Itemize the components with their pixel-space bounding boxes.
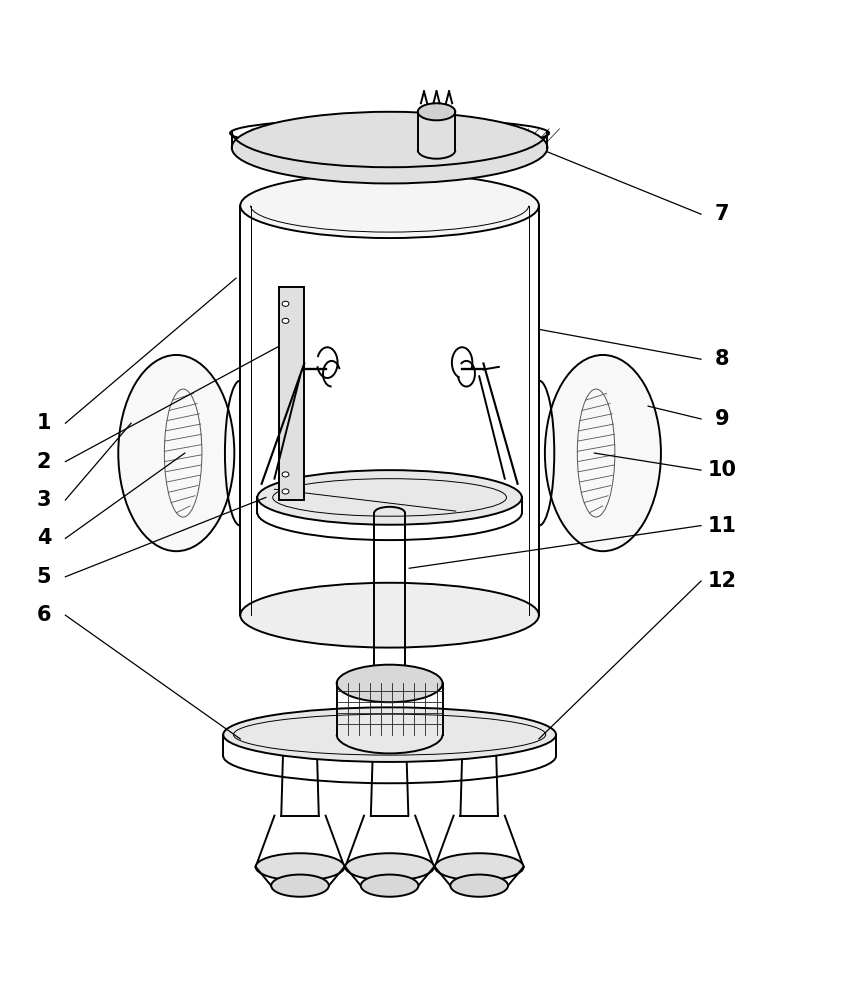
Ellipse shape — [435, 853, 524, 881]
Ellipse shape — [223, 707, 556, 762]
Ellipse shape — [232, 112, 548, 183]
Ellipse shape — [241, 583, 539, 648]
Ellipse shape — [241, 173, 539, 238]
Ellipse shape — [418, 103, 455, 120]
Text: 9: 9 — [715, 409, 729, 429]
Text: 6: 6 — [37, 605, 51, 625]
Ellipse shape — [282, 301, 289, 306]
Text: 1: 1 — [37, 413, 51, 433]
Text: 11: 11 — [708, 516, 737, 536]
Text: 4: 4 — [37, 528, 51, 548]
Text: 5: 5 — [37, 567, 51, 587]
Text: 10: 10 — [708, 460, 737, 480]
Ellipse shape — [118, 355, 235, 551]
Text: 12: 12 — [708, 571, 737, 591]
Ellipse shape — [336, 665, 443, 702]
Text: 3: 3 — [37, 490, 51, 510]
Ellipse shape — [545, 355, 661, 551]
Text: 7: 7 — [715, 204, 729, 224]
Text: 2: 2 — [37, 452, 51, 472]
Ellipse shape — [345, 853, 434, 881]
Ellipse shape — [271, 875, 329, 897]
Ellipse shape — [256, 853, 344, 881]
Ellipse shape — [258, 470, 522, 525]
Bar — [279, 287, 304, 500]
Ellipse shape — [282, 318, 289, 323]
Text: 8: 8 — [715, 349, 729, 369]
Ellipse shape — [360, 875, 419, 897]
Ellipse shape — [282, 489, 289, 494]
Ellipse shape — [450, 875, 508, 897]
Ellipse shape — [282, 472, 289, 477]
